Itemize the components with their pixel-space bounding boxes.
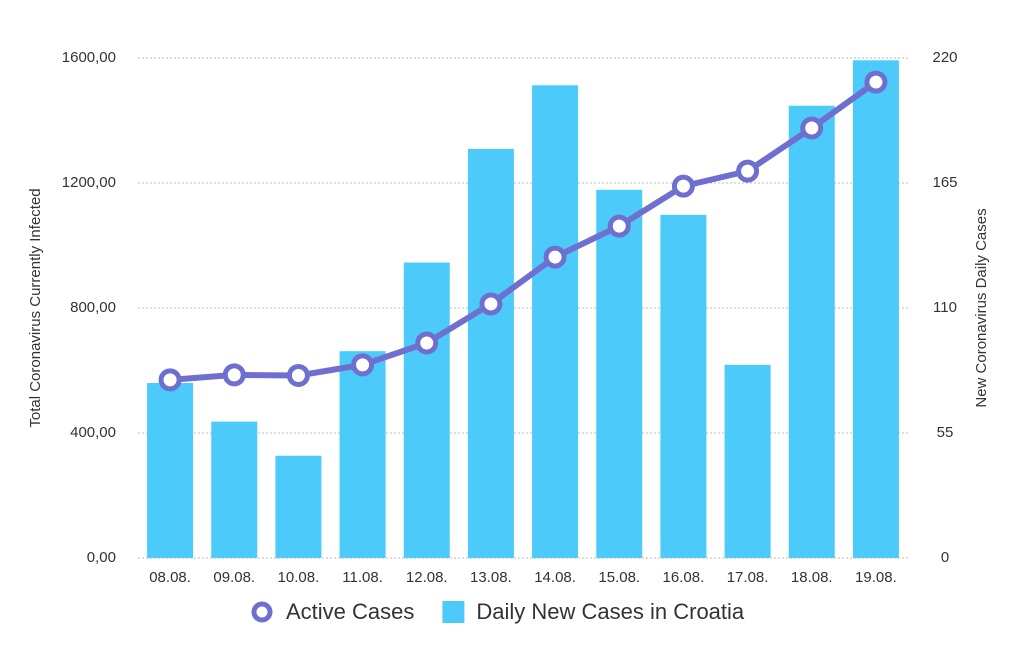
bar [660, 214, 707, 558]
bar [275, 455, 322, 558]
line-marker [543, 245, 567, 269]
x-tick-label: 19.08. [855, 569, 897, 586]
line-marker [158, 368, 182, 392]
legend-marker [251, 601, 273, 623]
bar [532, 85, 579, 558]
x-tick-label: 10.08. [278, 569, 320, 586]
bar [339, 351, 386, 558]
y-axis-title: Total Coronavirus Currently Infected [27, 188, 44, 427]
y-tick-label: 800,00 [70, 299, 116, 316]
x-tick-label: 16.08. [663, 569, 705, 586]
bar [211, 421, 258, 558]
x-tick-label: 14.08. [534, 569, 576, 586]
line-marker [222, 363, 246, 387]
line [169, 79, 878, 383]
y2-tick-label: 165 [932, 174, 957, 191]
bar [147, 383, 194, 558]
bar [403, 262, 450, 558]
line-marker [671, 174, 695, 198]
y-tick-label: 0,00 [87, 549, 116, 566]
y-tick-label: 1200,00 [62, 174, 116, 191]
x-tick-label: 12.08. [406, 569, 448, 586]
line-marker [415, 331, 439, 355]
legend-label: Active Cases [286, 599, 414, 624]
bar [596, 189, 643, 558]
legend-marker [442, 601, 465, 623]
y2-tick-label: 110 [933, 299, 957, 316]
bar [724, 364, 771, 558]
bar [467, 148, 514, 558]
line-marker [286, 364, 310, 387]
legend-label: Daily New Cases in Croatia [476, 599, 745, 624]
y2-tick-label: 220 [932, 49, 957, 66]
bar [852, 60, 899, 558]
line-marker [607, 214, 631, 238]
line-marker [800, 116, 824, 140]
x-tick-label: 11.08. [342, 569, 383, 586]
x-tick-label: 13.08. [470, 569, 512, 586]
line-marker [864, 70, 888, 94]
x-tick-label: 15.08. [598, 569, 640, 586]
x-tick-label: 17.08. [727, 569, 769, 586]
y2-tick-label: 55 [937, 424, 954, 441]
y2-tick-label: 0 [941, 549, 949, 566]
y-tick-label: 1600,00 [62, 49, 116, 66]
line-marker [351, 353, 375, 377]
bar [788, 105, 835, 559]
x-tick-label: 09.08. [213, 569, 255, 586]
x-tick-label: 08.08. [149, 569, 191, 586]
line-marker [479, 292, 503, 316]
y-tick-label: 400,00 [70, 424, 116, 441]
y2-axis-title: New Coronavirus Daily Cases [973, 208, 990, 407]
line-marker [736, 159, 760, 183]
x-tick-label: 18.08. [791, 569, 833, 586]
